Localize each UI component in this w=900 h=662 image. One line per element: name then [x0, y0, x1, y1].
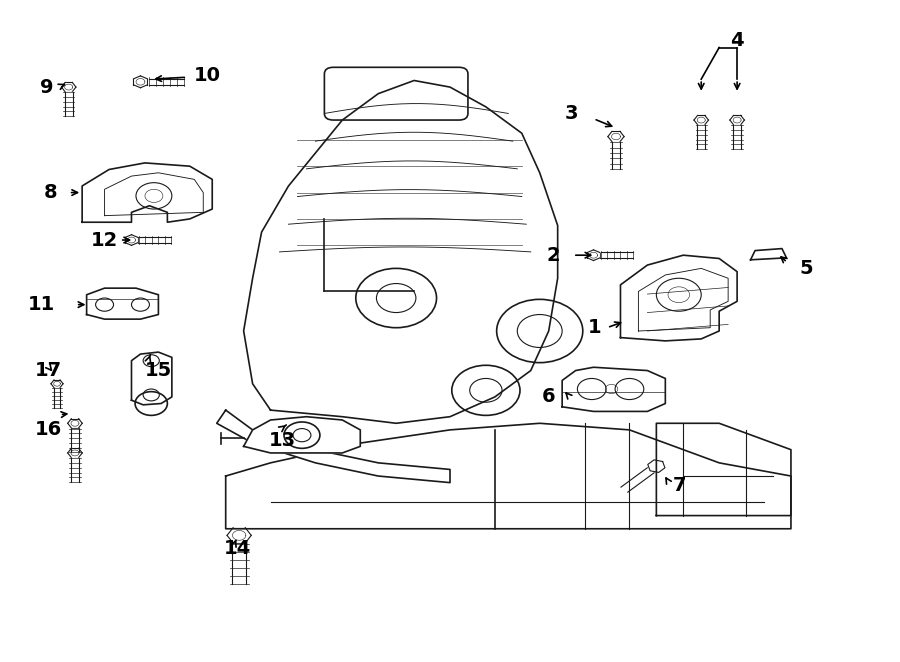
Polygon shape: [751, 249, 787, 260]
Text: 16: 16: [34, 420, 62, 439]
Text: 3: 3: [565, 104, 579, 123]
Polygon shape: [244, 81, 558, 423]
Polygon shape: [656, 423, 791, 516]
Polygon shape: [620, 255, 737, 341]
Text: 13: 13: [269, 431, 296, 450]
Text: 2: 2: [546, 246, 561, 265]
Text: 7: 7: [672, 477, 686, 495]
Polygon shape: [131, 352, 172, 405]
Polygon shape: [54, 388, 60, 408]
Polygon shape: [232, 544, 246, 584]
Polygon shape: [698, 125, 706, 149]
Text: 1: 1: [588, 318, 601, 337]
Text: 5: 5: [800, 259, 814, 278]
Polygon shape: [611, 142, 620, 169]
Text: 8: 8: [43, 183, 57, 202]
Text: 11: 11: [28, 295, 55, 314]
Polygon shape: [71, 458, 79, 482]
Text: 4: 4: [730, 31, 744, 50]
Polygon shape: [226, 423, 791, 529]
Polygon shape: [139, 237, 171, 243]
Polygon shape: [601, 252, 633, 258]
Text: 6: 6: [542, 387, 555, 406]
Polygon shape: [82, 163, 212, 222]
Text: 17: 17: [34, 361, 62, 380]
Polygon shape: [244, 416, 360, 453]
Text: 14: 14: [224, 539, 251, 558]
Text: 12: 12: [91, 230, 119, 250]
Polygon shape: [71, 428, 79, 452]
Polygon shape: [148, 79, 184, 85]
Polygon shape: [65, 93, 73, 116]
Text: 15: 15: [145, 361, 172, 380]
Polygon shape: [734, 125, 741, 149]
Polygon shape: [217, 410, 450, 483]
Text: 10: 10: [194, 66, 221, 85]
Text: 9: 9: [40, 77, 53, 97]
Polygon shape: [562, 367, 665, 411]
Polygon shape: [86, 288, 158, 319]
